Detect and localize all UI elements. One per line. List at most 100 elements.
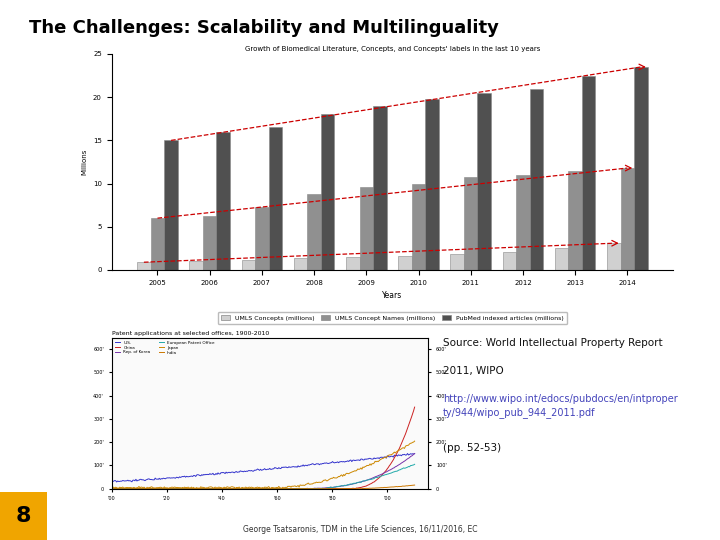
Bar xyxy=(269,127,282,270)
Line: European Patent Office: European Patent Office xyxy=(112,464,415,489)
Rep. of Korea xyxy=(107,485,116,492)
Y-axis label: Millions: Millions xyxy=(81,149,87,175)
Bar xyxy=(189,261,203,270)
Text: The Challenges: Scalability and Multilinguality: The Challenges: Scalability and Multilin… xyxy=(29,19,499,37)
Line: China: China xyxy=(112,407,415,489)
China xyxy=(107,485,116,492)
Japan xyxy=(142,485,150,492)
Rep. of Korea xyxy=(293,485,302,492)
European Patent Office xyxy=(287,485,295,492)
European Patent Office xyxy=(288,485,297,492)
India xyxy=(108,485,117,492)
Text: 2011, WIPO: 2011, WIPO xyxy=(443,366,503,376)
Japan xyxy=(364,462,372,469)
Bar xyxy=(373,106,387,270)
Line: Rep. of Korea: Rep. of Korea xyxy=(112,454,415,489)
China xyxy=(410,404,419,410)
India xyxy=(288,485,297,492)
Bar xyxy=(217,132,230,270)
India xyxy=(109,485,118,492)
Bar xyxy=(607,243,621,270)
Rep. of Korea xyxy=(108,485,117,492)
Text: George Tsatsaronis, TDM in the Life Sciences, 16/11/2016, EC: George Tsatsaronis, TDM in the Life Scie… xyxy=(243,524,477,534)
India xyxy=(410,482,419,488)
Line: U.S.: U.S. xyxy=(112,454,415,482)
Bar xyxy=(150,218,164,270)
Japan xyxy=(294,482,302,489)
Title: Growth of Biomedical Literature, Concepts, and Concepts' labels in the last 10 y: Growth of Biomedical Literature, Concept… xyxy=(245,46,540,52)
Bar xyxy=(203,217,217,270)
Bar xyxy=(450,254,464,270)
China xyxy=(108,485,117,492)
Japan xyxy=(107,485,116,491)
Bar xyxy=(464,177,477,270)
Bar xyxy=(307,194,321,270)
India xyxy=(294,485,302,492)
Text: http://www.wipo.int/edocs/pubdocs/en/intproper
ty/944/wipo_pub_944_2011.pdf: http://www.wipo.int/edocs/pubdocs/en/int… xyxy=(443,394,678,418)
U.S. xyxy=(108,478,117,485)
U.S. xyxy=(410,450,419,457)
Legend: U.S., China, Rep. of Korea, European Patent Office, Japan, India: U.S., China, Rep. of Korea, European Pat… xyxy=(114,340,216,356)
Bar xyxy=(477,93,491,270)
European Patent Office xyxy=(107,485,116,492)
Line: Japan: Japan xyxy=(112,441,415,489)
European Patent Office xyxy=(293,485,302,491)
Japan xyxy=(288,483,297,489)
Bar xyxy=(359,187,373,270)
Bar xyxy=(568,171,582,270)
U.S. xyxy=(383,453,392,459)
European Patent Office xyxy=(108,485,117,492)
Bar xyxy=(426,99,439,270)
U.S. xyxy=(294,463,302,469)
Bar xyxy=(321,114,335,270)
China xyxy=(287,485,295,492)
Japan xyxy=(108,483,117,490)
Bar xyxy=(582,76,595,270)
Bar xyxy=(241,260,255,270)
Bar xyxy=(503,252,516,270)
Rep. of Korea xyxy=(382,469,390,475)
Japan xyxy=(410,438,419,444)
Text: Patent applications at selected offices, 1900-2010: Patent applications at selected offices,… xyxy=(112,330,269,336)
Text: Source: World Intellectual Property Report: Source: World Intellectual Property Repo… xyxy=(443,338,662,348)
Rep. of Korea xyxy=(287,485,295,492)
Bar xyxy=(516,175,530,270)
Bar xyxy=(530,89,544,270)
China xyxy=(363,482,372,489)
European Patent Office xyxy=(363,477,372,483)
U.S. xyxy=(403,450,412,457)
Text: (pp. 52-53): (pp. 52-53) xyxy=(443,443,501,453)
India xyxy=(289,485,297,492)
India xyxy=(364,485,372,492)
Bar xyxy=(346,257,359,270)
China xyxy=(382,467,390,474)
Japan xyxy=(289,483,297,490)
U.S. xyxy=(289,463,297,470)
U.S. xyxy=(112,479,121,485)
U.S. xyxy=(107,478,116,484)
Rep. of Korea xyxy=(288,485,297,492)
Bar xyxy=(412,184,426,270)
X-axis label: Years: Years xyxy=(382,291,402,300)
India xyxy=(107,485,116,492)
Rep. of Korea xyxy=(363,477,372,483)
Text: 8: 8 xyxy=(16,506,31,526)
China xyxy=(293,485,302,492)
China xyxy=(288,485,297,492)
Bar xyxy=(294,258,307,270)
Bar xyxy=(137,262,150,270)
Line: India: India xyxy=(112,485,415,489)
India xyxy=(383,484,392,491)
U.S. xyxy=(364,456,372,462)
Rep. of Korea xyxy=(410,450,419,457)
Bar xyxy=(398,256,412,270)
Bar xyxy=(634,67,648,270)
Japan xyxy=(383,453,392,460)
Bar xyxy=(621,168,634,270)
Legend: UMLS Concepts (millions), UMLS Concept Names (millions), PubMed indexed articles: UMLS Concepts (millions), UMLS Concept N… xyxy=(217,312,567,324)
Bar xyxy=(554,248,568,270)
European Patent Office xyxy=(410,461,419,468)
Bar xyxy=(164,140,178,270)
U.S. xyxy=(288,464,297,470)
European Patent Office xyxy=(382,471,390,478)
